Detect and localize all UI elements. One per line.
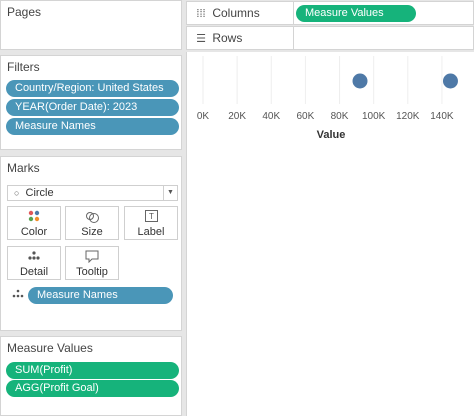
view-canvas[interactable]: 0K 20K 40K 60K 80K 100K 120K 140K Value (186, 52, 474, 416)
pages-title: Pages (7, 5, 42, 19)
x-tick-label: 140K (430, 111, 454, 122)
x-tick-label: 0K (197, 111, 210, 122)
detail-field-icon (12, 289, 24, 302)
tooltip-button[interactable]: Tooltip (65, 246, 119, 280)
detail-button[interactable]: Detail (7, 246, 61, 280)
x-axis-title: Value (317, 129, 346, 141)
label-button[interactable]: T Label (124, 206, 178, 240)
measure-pill-profit[interactable]: SUM(Profit) (6, 362, 179, 379)
label-button-label: Label (137, 226, 165, 238)
size-icon (66, 210, 118, 226)
marks-card[interactable]: Marks ○ Circle ▼ Color Size (0, 156, 182, 331)
data-point[interactable] (442, 73, 458, 89)
rows-icon: ☰ (196, 33, 206, 45)
measure-values-card[interactable]: Measure Values SUM(Profit) AGG(Profit Go… (0, 336, 182, 416)
mark-type-dropdown[interactable]: ○ Circle ▼ (7, 185, 178, 201)
x-tick-label: 100K (362, 111, 386, 122)
size-button-label: Size (81, 226, 103, 238)
filters-card[interactable]: Filters Country/Region: United States YE… (0, 55, 182, 150)
x-tick-label: 120K (396, 111, 420, 122)
columns-icon: ⁞⁞⁞ (196, 8, 206, 20)
label-icon: T (125, 210, 177, 226)
color-icon (8, 210, 60, 226)
filter-pill-measure-names[interactable]: Measure Names (6, 118, 179, 135)
x-tick-label: 20K (228, 111, 246, 122)
detail-button-label: Detail (19, 266, 49, 278)
rows-shelf[interactable]: ☰ Rows (186, 26, 474, 50)
tooltip-icon (66, 250, 118, 266)
filter-pill-country[interactable]: Country/Region: United States (6, 80, 179, 97)
circle-icon: ○ (14, 188, 20, 198)
tooltip-button-label: Tooltip (76, 266, 108, 278)
marks-title: Marks (7, 161, 40, 175)
rows-shelf-label: ☰ Rows (189, 27, 294, 49)
color-button[interactable]: Color (7, 206, 61, 240)
columns-measure-values-pill[interactable]: Measure Values (296, 5, 416, 22)
detail-icon (8, 250, 60, 266)
x-tick-label: 80K (331, 111, 349, 122)
data-point[interactable] (352, 73, 368, 89)
measure-pill-profit-goal[interactable]: AGG(Profit Goal) (6, 380, 179, 397)
columns-shelf-label: ⁞⁞⁞ Columns (189, 2, 294, 24)
chevron-down-icon: ▼ (163, 186, 177, 200)
size-button[interactable]: Size (65, 206, 119, 240)
pages-card[interactable]: Pages (0, 0, 182, 50)
rows-label-text: Rows (212, 31, 243, 45)
filter-pill-year[interactable]: YEAR(Order Date): 2023 (6, 99, 179, 116)
filters-title: Filters (7, 60, 40, 74)
x-tick-label: 60K (297, 111, 315, 122)
color-button-label: Color (20, 226, 48, 238)
columns-shelf[interactable]: ⁞⁞⁞ Columns Measure Values (186, 1, 474, 25)
x-tick-label: 40K (262, 111, 280, 122)
scatter-chart[interactable]: 0K 20K 40K 60K 80K 100K 120K 140K Value (187, 52, 474, 152)
detail-measure-names-pill[interactable]: Measure Names (28, 287, 173, 304)
mark-type-value: Circle (25, 187, 54, 199)
measure-values-title: Measure Values (7, 341, 93, 355)
svg-text:T: T (149, 212, 154, 221)
columns-label-text: Columns (212, 6, 260, 20)
